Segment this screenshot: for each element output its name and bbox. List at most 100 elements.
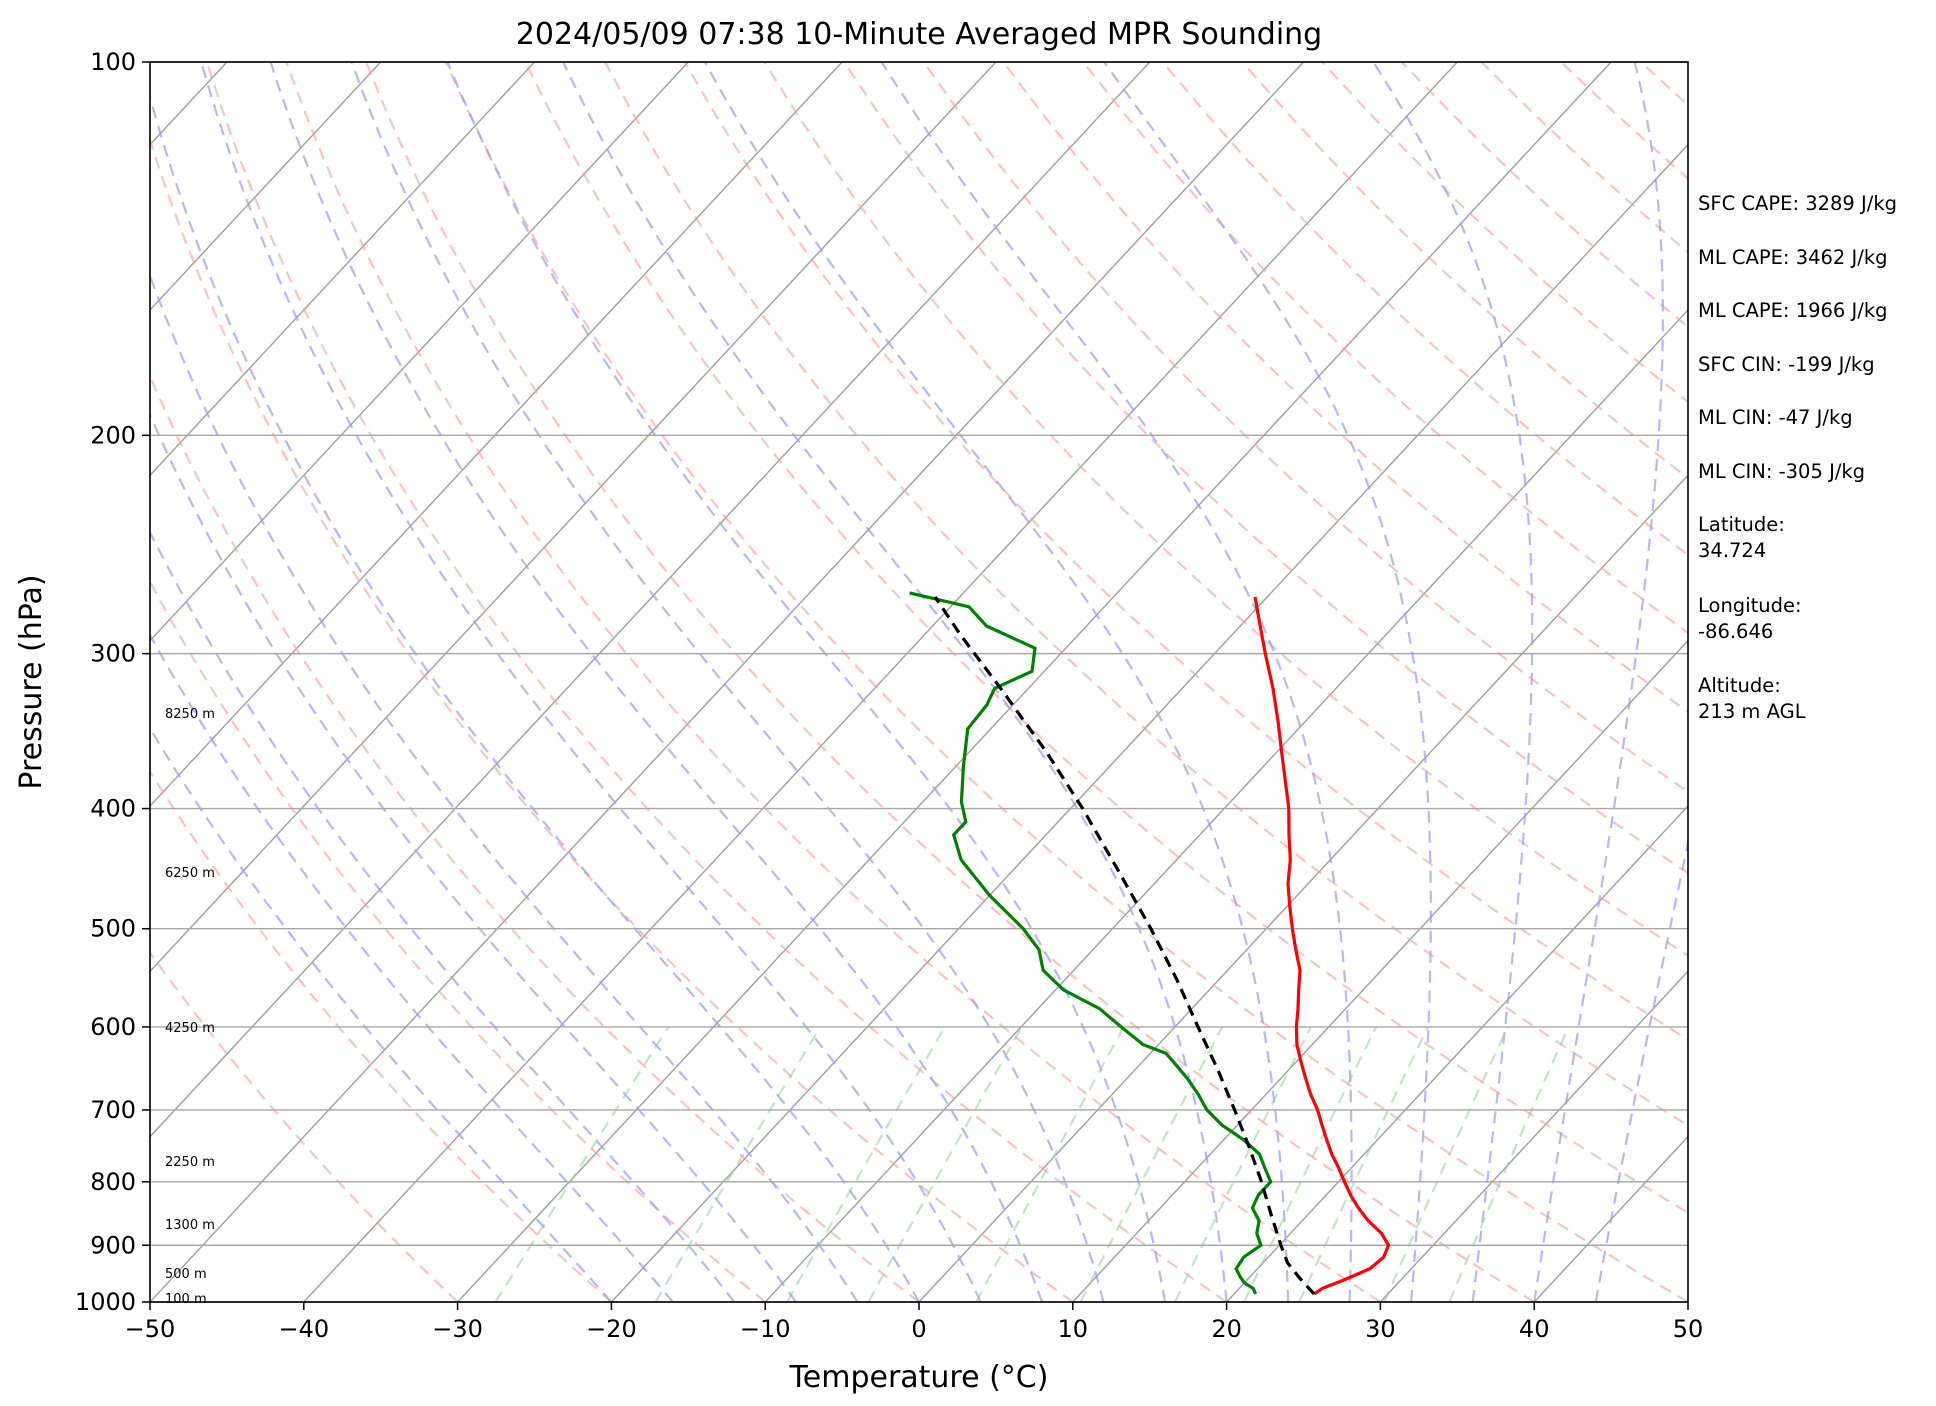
moist-adiabat-line (150, 272, 859, 1302)
moist-adiabat-line (880, 62, 1353, 1302)
mixing-ratio-line (1173, 1026, 1312, 1302)
sounding-series (909, 591, 1391, 1296)
x-tick-label: 10 (1058, 1315, 1089, 1343)
mixing-ratio-line (654, 1026, 822, 1302)
dry-adiabat-line (150, 950, 459, 1302)
dewpoint-line (909, 591, 1273, 1295)
height-label: 2250 m (165, 1155, 215, 1170)
isotherm-line (150, 62, 689, 642)
y-tick-label: 200 (90, 421, 136, 449)
x-tick-label: 40 (1519, 1315, 1550, 1343)
height-label: 8250 m (165, 707, 215, 722)
height-label: 1300 m (165, 1218, 215, 1233)
isotherm-line (150, 62, 1305, 1302)
moist-adiabat-line (703, 62, 1290, 1302)
moist-adiabat-line (1103, 62, 1432, 1302)
x-tick-label: −20 (586, 1315, 637, 1343)
info-panel: SFC CAPE: 3289 J/kg ML CAPE: 3462 J/kg M… (1698, 192, 1897, 723)
dry-adiabat-line (524, 62, 1688, 1215)
x-tick-label: 0 (911, 1315, 926, 1343)
dry-adiabat-line (1002, 62, 1688, 714)
y-axis-ticks: 100 200 300 400 500 600 700 800 900 1000 (75, 48, 150, 1316)
y-tick-label: 400 (90, 795, 136, 823)
x-tick-label: 30 (1365, 1315, 1396, 1343)
latitude-value: 34.724 (1698, 539, 1766, 562)
dry-adiabat-line (150, 373, 920, 1302)
parcel-line (933, 596, 1316, 1295)
moist-adiabat-line (150, 632, 674, 1302)
ml-cape-text-2: ML CAPE: 1966 J/kg (1698, 299, 1888, 322)
altitude-value: 213 m AGL (1698, 700, 1806, 723)
isotherm-line (764, 308, 1688, 1302)
moist-adiabat-line (200, 62, 982, 1302)
sfc-cape-text: SFC CAPE: 3289 J/kg (1698, 192, 1897, 215)
x-tick-label: 50 (1673, 1315, 1704, 1343)
moist-adiabat-line (269, 62, 1044, 1302)
dry-adiabat-line (763, 62, 1688, 958)
isotherm-line (303, 62, 1458, 1302)
moist-adiabat-line (150, 726, 613, 1302)
dry-adiabat-line (843, 62, 1688, 875)
x-tick-label: 20 (1211, 1315, 1242, 1343)
isotherm-line (1226, 804, 1688, 1302)
dry-adiabat-line (444, 62, 1688, 1302)
moist-adiabat-line (1372, 62, 1534, 1302)
isotherm-line (150, 62, 1151, 1138)
mixing-ratio-line (867, 1026, 1023, 1302)
moist-adiabat-line (350, 62, 1105, 1302)
y-tick-label: 700 (90, 1096, 136, 1124)
dry-adiabat-line (205, 62, 1228, 1302)
isotherm-line (610, 143, 1688, 1302)
moist-adiabat-line (1594, 837, 1688, 1302)
chart-title: 2024/05/09 07:38 10-Minute Averaged MPR … (516, 17, 1322, 52)
mixing-ratio-line (1243, 1026, 1378, 1302)
height-labels: 8250 m 6250 m 4250 m 2250 m 1300 m 500 m 100 m (165, 707, 215, 1307)
plot-frame (149, 61, 1689, 1303)
ml-cin-text-2: ML CIN: -305 J/kg (1698, 460, 1865, 483)
x-axis-ticks: −50 −40 −30 −20 −10 0 10 20 30 40 50 (125, 1302, 1704, 1343)
isotherm-line (1072, 639, 1688, 1302)
height-label: 500 m (165, 1267, 207, 1282)
dry-adiabat-line (150, 579, 766, 1302)
x-tick-label: −30 (432, 1315, 483, 1343)
height-label: 6250 m (165, 866, 215, 881)
y-axis-label: Pressure (hPa) (14, 574, 49, 789)
moist-adiabat-line (150, 93, 920, 1302)
height-label: 100 m (165, 1292, 207, 1307)
pressure-grid (150, 61, 1688, 1303)
y-tick-label: 800 (90, 1168, 136, 1196)
mixing-ratio-line (1383, 1026, 1509, 1302)
dry-adiabat-line (683, 62, 1688, 1042)
mixing-ratio-line (975, 1026, 1125, 1302)
isotherm-line (150, 62, 843, 808)
mixing-ratio-line (1298, 1026, 1429, 1302)
longitude-label: Longitude: (1698, 594, 1802, 617)
longitude-value: -86.646 (1698, 620, 1773, 643)
moist-adiabat-line (150, 529, 736, 1302)
isotherm-line (918, 474, 1688, 1302)
y-tick-label: 900 (90, 1231, 136, 1259)
reference-lines (150, 62, 1688, 1302)
isotherm-line (150, 62, 536, 477)
isotherm-line (1379, 970, 1688, 1302)
y-tick-label: 500 (90, 915, 136, 943)
x-tick-label: −10 (740, 1315, 791, 1343)
moist-adiabat-line (150, 412, 797, 1302)
sfc-cin-text: SFC CIN: -199 J/kg (1698, 353, 1875, 376)
latitude-label: Latitude: (1698, 513, 1785, 536)
height-label: 4250 m (165, 1021, 215, 1036)
isotherm-line (457, 62, 1612, 1302)
dry-adiabat-line (285, 62, 1381, 1302)
y-tick-label: 300 (90, 640, 136, 668)
y-tick-label: 100 (90, 48, 136, 76)
x-axis-label: Temperature (°C) (789, 1360, 1049, 1395)
x-tick-label: −50 (125, 1315, 176, 1343)
y-tick-label: 600 (90, 1013, 136, 1041)
temperature-line (1253, 596, 1391, 1296)
dry-adiabat-line (922, 62, 1688, 794)
x-tick-label: −40 (278, 1315, 329, 1343)
moist-adiabat-line (446, 62, 1167, 1302)
dry-adiabat-line (150, 136, 1074, 1302)
moist-adiabat-line (562, 62, 1228, 1302)
